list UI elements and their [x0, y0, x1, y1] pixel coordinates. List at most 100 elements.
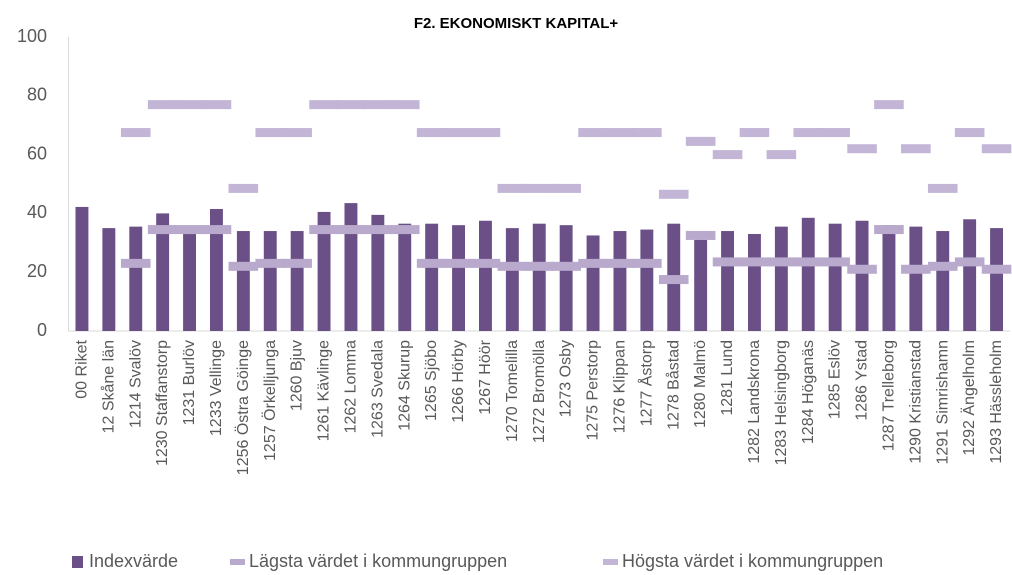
x-tick-label: 1260 Bjuv — [289, 340, 306, 411]
range-marker — [228, 183, 259, 193]
bar — [317, 211, 331, 331]
range-marker — [847, 264, 877, 274]
range-marker — [470, 128, 501, 138]
range-marker — [578, 258, 608, 268]
x-tick-label: 1265 Sjöbo — [423, 340, 440, 421]
x-tick-label: 1263 Svedala — [369, 340, 386, 438]
range-marker — [820, 257, 850, 267]
bar — [236, 231, 250, 331]
legend-swatch — [603, 559, 618, 565]
x-tick-label: 1256 Östra Göinge — [234, 340, 252, 475]
range-marker — [389, 100, 420, 110]
range-marker — [954, 128, 985, 138]
bar — [290, 231, 304, 331]
range-marker — [901, 144, 931, 154]
legend-label: Högsta värdet i kommungruppen — [622, 551, 883, 571]
range-marker — [874, 100, 904, 110]
x-tick-label: 1286 Ystad — [854, 340, 871, 421]
x-tick-label: 1285 Eslöv — [827, 340, 844, 419]
bar — [828, 223, 842, 331]
range-marker — [524, 261, 555, 271]
range-marker — [201, 100, 232, 110]
range-marker — [443, 258, 474, 268]
range-marker — [309, 100, 339, 110]
x-tick-label: 1214 Svalöv — [127, 340, 144, 428]
bar — [640, 229, 654, 331]
chart-title: F2. EKONOMISKT KAPITAL+ — [414, 15, 619, 32]
range-marker — [147, 225, 178, 235]
range-marker — [578, 128, 608, 138]
range-marker — [470, 258, 501, 268]
range-marker — [632, 258, 662, 268]
x-tick-label: 1257 Örkelljunga — [261, 340, 279, 461]
legend-label: Lägsta värdet i kommungruppen — [249, 551, 507, 571]
bar — [747, 233, 761, 331]
range-marker — [766, 257, 797, 267]
bar — [371, 214, 385, 331]
y-tick-label: 60 — [27, 143, 47, 163]
range-marker — [712, 257, 743, 267]
range-marker — [874, 225, 904, 235]
x-tick-label: 1290 Kristianstad — [907, 340, 924, 464]
bar — [183, 233, 197, 331]
x-tick-label: 1283 Helsingborg — [773, 340, 790, 465]
bar — [505, 228, 519, 331]
range-marker — [658, 275, 689, 285]
bar — [129, 226, 143, 331]
x-tick-label: 12 Skåne län — [99, 340, 117, 433]
range-marker — [147, 100, 178, 110]
range-marker — [793, 128, 824, 138]
range-marker — [739, 257, 770, 267]
range-marker — [685, 230, 716, 240]
bar — [425, 223, 439, 331]
x-tick-label: 1270 Tomelilla — [504, 340, 521, 442]
x-tick-label: 1275 Perstorp — [585, 340, 602, 441]
x-tick-label: 1267 Höör — [477, 339, 494, 414]
range-marker — [793, 257, 824, 267]
bar — [990, 228, 1004, 331]
bar — [532, 223, 546, 331]
range-marker — [551, 183, 581, 193]
x-tick-label: 00 Riket — [73, 339, 90, 398]
y-tick-label: 80 — [27, 85, 47, 105]
range-marker — [497, 183, 528, 193]
x-tick-label: 1231 Burlöv — [181, 340, 198, 425]
range-marker — [201, 225, 232, 235]
bar — [478, 220, 492, 331]
range-marker — [901, 264, 931, 274]
bar — [613, 231, 627, 331]
range-marker — [927, 183, 958, 193]
bar — [721, 231, 735, 331]
range-marker — [174, 100, 205, 110]
range-marker — [255, 128, 286, 138]
range-marker — [336, 100, 366, 110]
bar — [963, 219, 977, 331]
x-tick-label: 1262 Lomma — [342, 340, 359, 433]
bar — [263, 231, 277, 331]
range-marker — [820, 128, 850, 138]
range-marker — [632, 128, 662, 138]
bar — [694, 239, 708, 331]
range-marker — [255, 258, 286, 268]
range-marker — [766, 150, 797, 160]
bar — [344, 203, 358, 331]
x-tick-label: 1264 Skurup — [396, 340, 413, 431]
x-tick-label: 1278 Båstad — [664, 340, 682, 430]
range-marker — [605, 128, 635, 138]
legend-label: Indexvärde — [89, 551, 178, 571]
range-marker — [309, 225, 339, 235]
x-tick-label: 1266 Hörby — [450, 340, 467, 423]
x-tick-label: 1261 Kävlinge — [316, 340, 333, 442]
range-marker — [282, 128, 312, 138]
x-tick-label: 1276 Klippan — [611, 340, 628, 433]
x-tick-label: 1291 Simrishamn — [934, 340, 951, 465]
range-marker — [981, 144, 1012, 154]
range-marker — [336, 225, 366, 235]
x-tick-label: 1284 Höganäs — [800, 340, 817, 444]
bar — [909, 226, 923, 331]
bar — [936, 231, 950, 331]
range-marker — [120, 258, 151, 268]
range-marker — [228, 261, 259, 271]
range-marker — [389, 225, 420, 235]
